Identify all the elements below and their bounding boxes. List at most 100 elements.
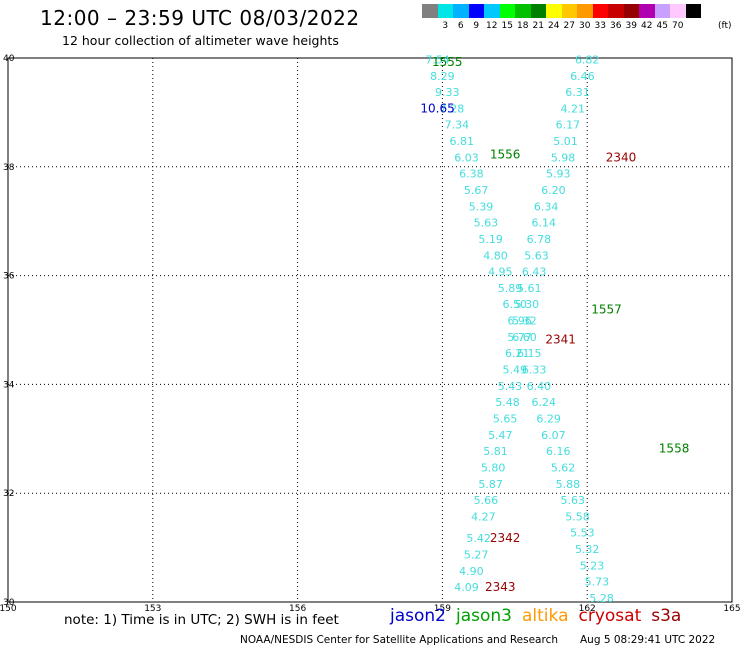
data-point-label: 6.82 [580, 21, 605, 34]
data-point-label: 5.47 [488, 429, 513, 442]
data-point-label: 6.34 [534, 200, 559, 213]
data-point-label: 5.63 [474, 217, 499, 230]
color-scale-cell: 45 [654, 4, 670, 31]
data-point-label: 8.29 [430, 70, 455, 83]
time-annotation: 1558 [659, 441, 690, 455]
color-scale-label: 12 [486, 21, 498, 31]
data-point-label: 5.39 [469, 200, 494, 213]
color-scale-label: 15 [501, 21, 513, 31]
footnote: note: 1) Time is in UTC; 2) SWH is in fe… [64, 612, 339, 628]
data-point-label: 5.49 [587, 0, 612, 1]
legend-entry: altika [522, 606, 569, 626]
annotations: 1555 1556 1557 1558 2340 2341 2342 2343 10.65 [420, 55, 689, 594]
axis-tick-labels: 150 153 156 159 162 165 30 32 34 36 38 40 [0, 54, 740, 614]
color-scale-label: 42 [641, 21, 653, 31]
color-swatch [499, 4, 515, 18]
data-point-label: 5.66 [474, 494, 499, 507]
legend-entry: jason2 [390, 606, 446, 626]
color-scale-label: 6 [457, 21, 464, 31]
data-point-label: 5.53 [570, 527, 595, 540]
data-point-label: 7.91 [585, 4, 610, 17]
y-tick-label: 34 [3, 380, 15, 390]
x-tick-label: 165 [723, 604, 740, 614]
data-point-label: 5.28 [589, 592, 614, 605]
data-point-label: 5.67 [464, 184, 489, 197]
color-scale-bar: 3 6 9 12 15 18 21 24 27 30 33 36 39 42 45 70 [422, 4, 701, 31]
data-point-label: 6.38 [459, 168, 484, 181]
data-point-label: 7.42 [420, 37, 445, 50]
color-scale-cell: 36 [608, 4, 624, 31]
data-point-label: 6.43 [522, 266, 547, 279]
data-point-label: 6.50 [503, 298, 528, 311]
color-scale-cell: 18 [515, 4, 531, 31]
x-tick-label: 153 [144, 604, 161, 614]
data-point-label: 5.32 [512, 315, 537, 328]
data-point-label: 6.31 [565, 86, 590, 99]
data-point-label: 7.76 [577, 37, 602, 50]
data-point-label: 6.03 [454, 151, 479, 164]
data-point-label: 7.51 [406, 0, 431, 1]
color-scale-label: 30 [579, 21, 591, 31]
color-swatch [561, 4, 577, 18]
color-scale-cell [422, 4, 438, 31]
data-point-label: 5.65 [493, 412, 518, 425]
data-point-label: 6.33 [522, 364, 547, 377]
color-swatch [468, 4, 484, 18]
generated-timestamp: Aug 5 08:29:41 UTC 2022 [580, 634, 716, 646]
data-point-label: 5.32 [575, 543, 600, 556]
data-point-label: 5.80 [481, 461, 506, 474]
data-point-label: 4.90 [459, 565, 484, 578]
data-point-label: 6.07 [541, 429, 566, 442]
plot-frame [7, 57, 733, 603]
data-point-label: 4.21 [560, 102, 585, 115]
time-annotation: 2340 [606, 150, 637, 164]
color-scale-cell: 39 [623, 4, 639, 31]
credit-line: NOAA/NESDIS Center for Satellite Applica… [240, 634, 558, 646]
data-point-label: 6.24 [532, 396, 557, 409]
data-point-label: 4.09 [454, 581, 479, 594]
data-point-label: 5.48 [495, 396, 520, 409]
data-point-label: 5.58 [565, 510, 590, 523]
data-point-label: 5.63 [524, 249, 549, 262]
data-points: 4.09 4.90 5.27 5.42 4.27 5.66 5.87 5.80 5.81 5.47… [406, 0, 614, 605]
data-point-label: 5.61 [517, 282, 542, 295]
color-swatch [608, 4, 624, 18]
y-tick-label: 40 [3, 54, 15, 64]
time-annotation: 2341 [545, 333, 576, 347]
data-point-label: 5.77 [507, 331, 532, 344]
color-scale-cell: 30 [577, 4, 593, 31]
time-annotation: 10.65 [420, 101, 454, 115]
color-scale-label: 24 [548, 21, 560, 31]
data-point-label: 6.49 [416, 21, 441, 34]
x-tick-label: 159 [434, 604, 451, 614]
data-point-label: 6.60 [512, 331, 537, 344]
data-point-label: 5.49 [503, 364, 528, 377]
color-scale-label: 39 [625, 21, 637, 31]
time-annotation: 1555 [432, 55, 463, 69]
data-point-label: 5.93 [546, 168, 571, 181]
y-tick-label: 32 [3, 489, 14, 499]
data-point-label: 5.01 [553, 135, 578, 148]
chart-title: 12:00 – 23:59 UTC 08/03/2022 [40, 6, 360, 30]
time-annotation: 1556 [490, 148, 521, 162]
data-point-label: 7.34 [445, 119, 470, 132]
color-scale-cell: 3 [437, 4, 453, 31]
data-point-label: 5.89 [498, 282, 523, 295]
color-swatch [623, 4, 639, 18]
data-point-label: 5.30 [515, 298, 540, 311]
data-point-label: 5.81 [483, 445, 508, 458]
data-point-label: 6.78 [527, 233, 552, 246]
color-swatch [670, 4, 686, 18]
color-scale-cell [685, 4, 701, 31]
legend-entry: cryosat [578, 606, 642, 626]
data-point-label: 5.87 [478, 478, 503, 491]
color-scale-cell: 12 [484, 4, 500, 31]
grid-lines [7, 57, 733, 603]
color-swatch [484, 4, 500, 18]
color-swatch [453, 4, 469, 18]
data-point-label: 6.46 [570, 70, 595, 83]
data-point-label: 6.21 [505, 347, 530, 360]
data-point-label: 7.28 [440, 102, 465, 115]
data-point-label: 5.43 [498, 380, 523, 393]
color-swatch [685, 4, 701, 18]
